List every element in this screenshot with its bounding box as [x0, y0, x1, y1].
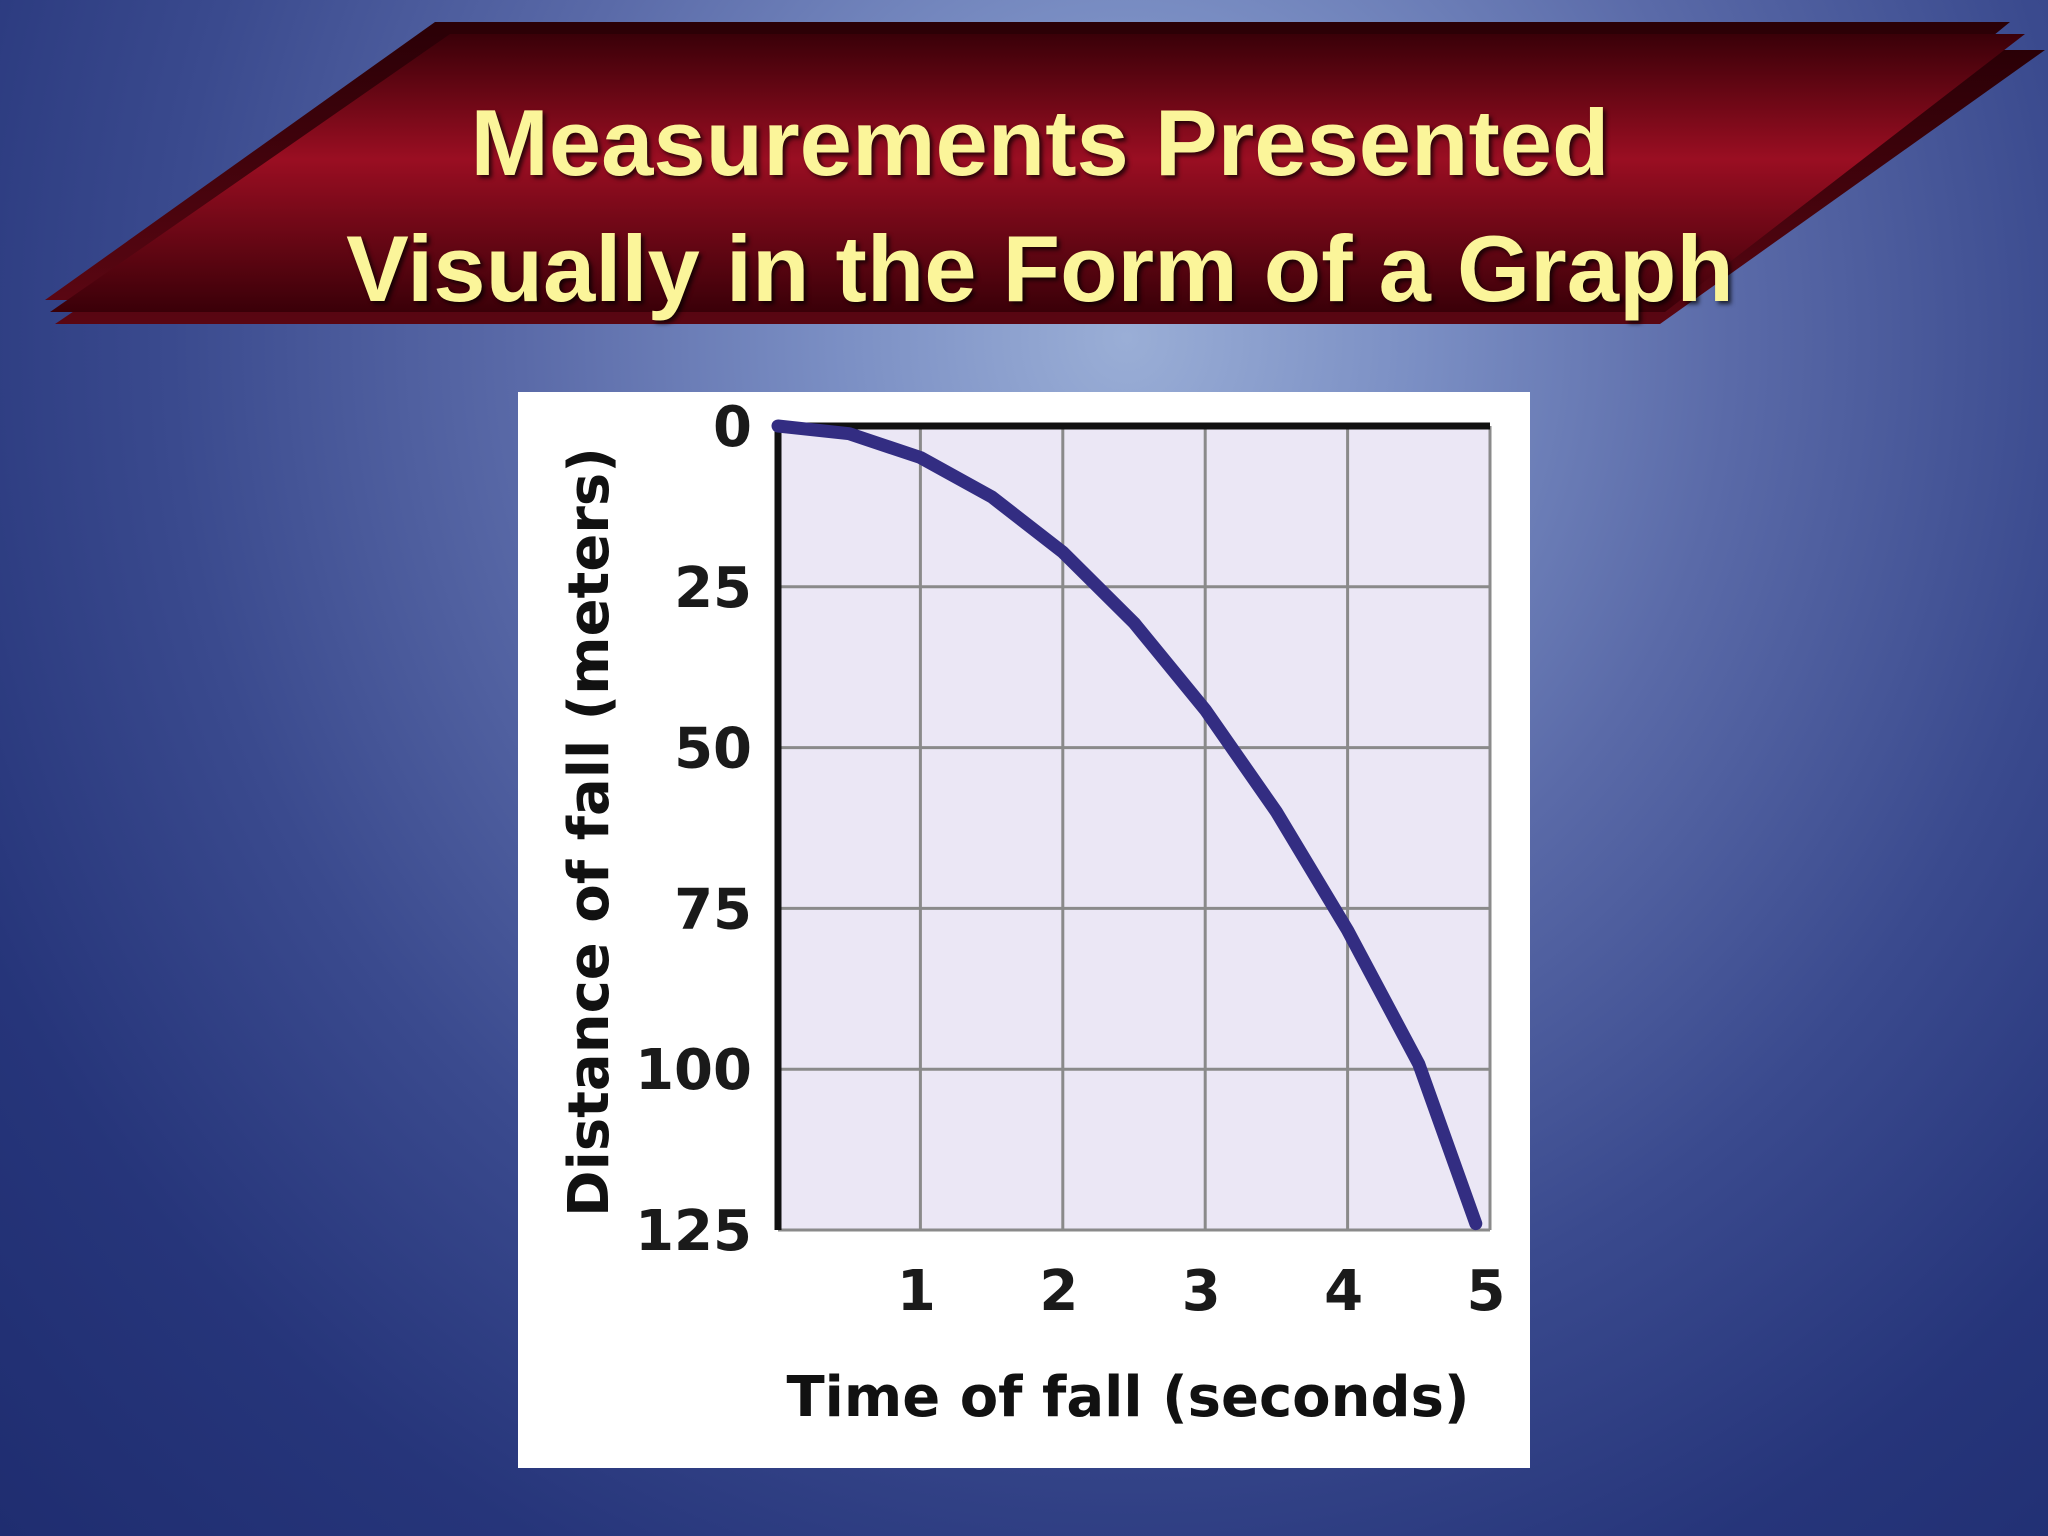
slide-title: Measurements Presented Visually in the F…	[180, 80, 1900, 332]
series-line	[771, 419, 1483, 1231]
x-tick-label: 4	[1324, 1259, 1363, 1324]
x-tick-label: 5	[1467, 1259, 1506, 1324]
x-tick-label: 3	[1182, 1259, 1221, 1324]
x-tick-label: 2	[1039, 1259, 1078, 1324]
slide-title-line-2: Visually in the Form of a Graph	[346, 216, 1734, 321]
y-axis-label: Distance of fall (meters)	[557, 447, 622, 1217]
y-tick-label: 50	[674, 717, 752, 782]
title-banner	[45, 22, 2045, 324]
y-tick-label: 75	[674, 877, 752, 942]
chart-panel: 1 2 3 4 5 0 25 50 75 100 125 Time of fall (seconds…	[518, 392, 1530, 1468]
x-tick-label: 1	[897, 1259, 936, 1324]
y-tick-label: 25	[674, 556, 752, 621]
y-tick-label: 125	[635, 1199, 752, 1264]
y-tick-label: 0	[713, 395, 752, 460]
slide-title-line-1: Measurements Presented	[470, 90, 1610, 195]
y-tick-label: 100	[635, 1038, 752, 1103]
plot-area	[778, 426, 1490, 1230]
x-axis-label: Time of fall (seconds)	[786, 1365, 1469, 1430]
